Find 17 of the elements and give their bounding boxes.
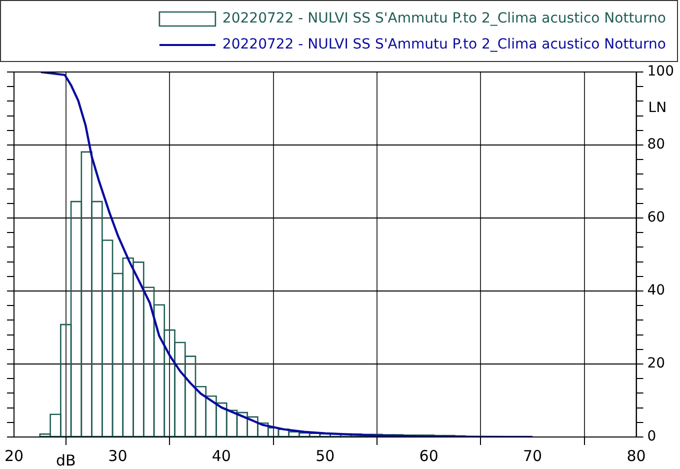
y-tick-label: 0	[647, 428, 656, 445]
y-tick-label: 20	[647, 356, 666, 372]
x-axis-title: dB	[56, 451, 76, 469]
y-tick-label: 100	[647, 64, 674, 80]
y-axis-title: LN	[648, 100, 667, 116]
x-tick-label: 40	[212, 446, 231, 465]
y-tick-label: 40	[647, 282, 666, 299]
x-tick-label: 60	[419, 446, 438, 465]
x-tick-label: 70	[523, 446, 542, 465]
legend-label: 20220722 - NULVI SS S'Ammutu P.to 2_Clima acustico Notturno	[222, 10, 666, 27]
x-tick-label: 30	[108, 446, 128, 465]
x-tick-label: 20	[4, 446, 24, 465]
y-tick-label: 80	[647, 136, 666, 153]
x-tick-label: 80	[626, 446, 646, 465]
legend-label: 20220722 - NULVI SS S'Ammutu P.to 2_Clima acustico Notturno	[222, 36, 666, 53]
x-tick-label: 50	[316, 446, 335, 465]
y-tick-label: 60	[647, 210, 666, 226]
